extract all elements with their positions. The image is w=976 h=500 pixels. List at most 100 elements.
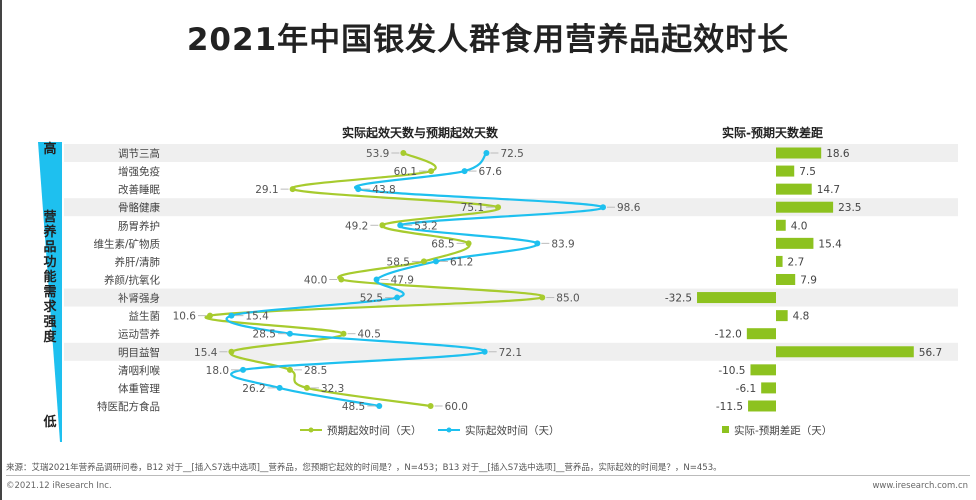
data-point-expected [286,366,293,373]
data-point-actual [461,168,468,175]
bar-label: -6.1 [736,383,757,395]
website-link[interactable]: www.iresearch.com.cn [872,481,968,491]
diff-bar [761,382,776,394]
data-label: 52.5 [360,293,383,305]
diff-bar [697,292,776,304]
data-point-actual [432,258,439,265]
bar-label: 2.7 [788,256,805,268]
data-point-expected [289,186,296,193]
bar-label: 7.9 [800,274,817,286]
category-label: 运动营养 [118,328,160,341]
diff-bar [776,237,814,249]
data-label: 61.2 [450,256,473,268]
category-label: 骨骼健康 [118,201,160,214]
bar-label: 14.7 [817,184,840,196]
bar-chart-title: 实际-预期天数差距 [722,126,823,140]
data-point-expected [539,294,546,301]
data-label: 85.0 [556,293,579,305]
data-point-actual [481,348,488,355]
data-point-expected [207,312,213,319]
page-title: 2021年中国银发人群食用营养品起效时长 [186,22,790,58]
category-label: 维生素/矿物质 [93,237,160,250]
diff-bar [776,219,786,231]
bar-label: 23.5 [838,202,861,214]
data-point-actual [376,402,383,409]
data-point-expected [340,330,347,337]
data-point-expected [303,384,310,391]
legend-marker [722,426,729,433]
bar-label: -11.5 [716,401,743,413]
bar-label: 56.7 [919,347,942,359]
axis-title: 营养品功能需求强度 [43,210,57,345]
data-label: 53.2 [414,220,437,232]
data-point-actual [394,294,401,301]
category-label: 明目益智 [118,346,160,359]
category-label: 调节三高 [118,147,160,160]
data-point-actual [355,186,362,193]
legend-label: 实际起效时间（天） [465,424,560,437]
category-label: 肠胃养护 [118,219,160,232]
axis-low-label: 低 [43,415,57,430]
category-label: 改善睡眠 [118,183,160,196]
diff-bar [776,346,914,358]
data-point-expected [428,168,435,175]
diff-bar [776,183,812,195]
category-label: 养颜/抗氧化 [104,273,161,286]
data-label: 10.6 [173,311,197,323]
axis-high-label: 高 [43,142,57,157]
category-label: 特医配方食品 [97,400,160,413]
bar-label: 4.0 [791,220,808,232]
data-label: 28.5 [253,329,276,341]
category-label: 增强免疫 [118,165,160,178]
data-point-expected [228,348,235,355]
diff-bar [746,328,776,340]
row-band [64,342,958,361]
data-label: 72.5 [500,148,523,160]
data-point-actual [534,240,541,247]
diff-bar [776,201,834,213]
frame-edge [0,0,2,500]
diff-bar [776,273,796,285]
legend-marker [446,427,452,433]
category-label: 清咽利喉 [118,364,160,377]
line-chart-title: 实际起效天数与预期起效天数 [342,126,499,140]
data-label: 26.2 [242,383,265,395]
data-label: 29.1 [255,184,278,196]
row-band [64,198,958,217]
legend-label: 预期起效时间（天） [327,424,422,437]
category-label: 益生菌 [129,310,161,323]
data-point-expected [465,240,472,247]
copyright: ©2021.12 iResearch Inc. [6,481,112,491]
legend-marker [308,427,314,433]
legend-label: 实际-预期差距（天） [734,424,832,437]
demand-wedge-axis [38,142,62,442]
data-label: 40.0 [304,274,327,286]
diff-bar [776,310,788,322]
data-label: 67.6 [479,166,503,178]
diff-bar [748,400,776,412]
data-point-expected [338,276,345,283]
bar-label: 15.4 [818,238,842,250]
data-point-expected [379,222,386,229]
data-label: 15.4 [194,347,218,359]
data-label: 53.9 [366,148,389,160]
bar-label: -32.5 [665,293,692,305]
data-point-actual [397,222,404,229]
data-point-expected [420,258,427,265]
diff-bar [750,364,776,376]
bar-label: 7.5 [799,166,816,178]
data-point-actual [276,384,283,391]
data-point-actual [483,150,490,156]
row-band [64,144,958,162]
diff-bar [776,165,795,177]
bar-label: -12.0 [715,329,742,341]
bar-label: 4.8 [793,311,810,323]
category-label: 养肝/清肺 [114,255,160,268]
footer-divider [6,475,970,476]
data-label: 60.0 [445,401,468,413]
data-label: 48.5 [342,401,365,413]
data-point-actual [286,330,293,337]
source-note: 来源：艾瑞2021年营养品调研问卷，B12 对于__[插入S7选中选项]__营养… [6,463,722,473]
data-point-expected [427,402,434,409]
